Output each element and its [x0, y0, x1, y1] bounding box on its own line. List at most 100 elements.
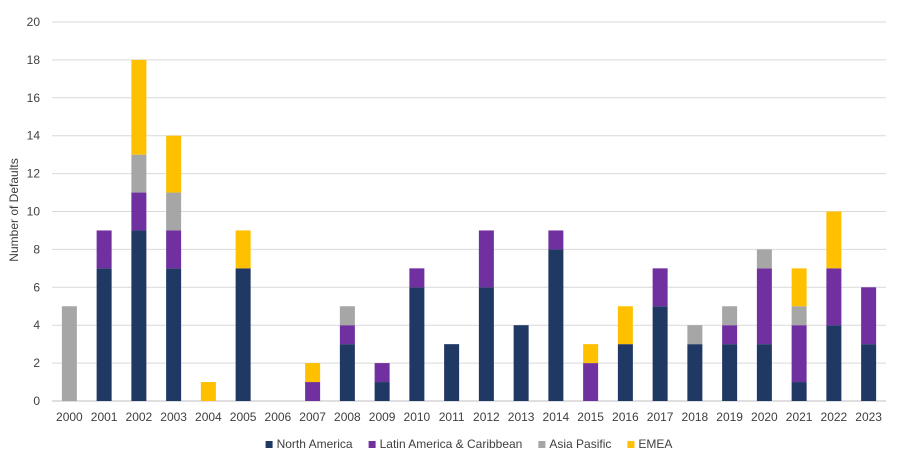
bar-segment-asia-pasific-2019	[722, 306, 738, 326]
bar-segment-north-america-2008	[339, 344, 355, 401]
bar-segment-north-america-2017	[652, 306, 668, 401]
bar-segment-latin-america-caribbean-2012	[478, 230, 494, 288]
x-tick-label: 2014	[543, 410, 570, 424]
legend-item: EMEA	[627, 437, 672, 451]
y-tick-label: 18	[27, 53, 41, 67]
legend-swatch	[368, 441, 376, 448]
legend-item: North America	[265, 437, 353, 451]
bar-segment-latin-america-caribbean-2009	[374, 363, 390, 383]
bar-segment-north-america-2011	[444, 344, 460, 401]
y-tick-label: 4	[33, 318, 40, 332]
legend-item: Latin America & Caribbean	[368, 437, 523, 451]
x-tick-label: 2013	[508, 410, 535, 424]
y-tick-label: 6	[33, 280, 40, 294]
bar-segment-north-america-2023	[861, 344, 877, 401]
x-tick-label: 2011	[439, 410, 465, 424]
bar-segment-latin-america-caribbean-2002	[131, 192, 147, 231]
bar-segment-emea-2022	[826, 211, 842, 269]
bar-segment-asia-pasific-2008	[339, 306, 355, 326]
bar-segment-emea-2004	[200, 382, 216, 401]
bar-segment-asia-pasific-2000	[61, 306, 77, 401]
legend-label: EMEA	[638, 437, 672, 451]
bar-segment-latin-america-caribbean-2020	[756, 268, 772, 345]
legend-swatch	[538, 441, 546, 448]
bar-segment-latin-america-caribbean-2014	[548, 230, 564, 250]
legend-label: North America	[277, 437, 353, 451]
legend: North America Latin America & Caribbean As…	[265, 437, 672, 451]
bars	[61, 59, 877, 401]
x-tick-label: 2010	[404, 410, 431, 424]
legend-swatch	[265, 441, 273, 448]
x-tick-label: 2020	[751, 410, 778, 424]
x-tick-label: 2003	[160, 410, 187, 424]
x-tick-label: 2008	[334, 410, 361, 424]
bar-segment-north-america-2022	[826, 325, 842, 401]
y-tick-label: 8	[33, 242, 40, 256]
bar-segment-north-america-2018	[687, 344, 703, 401]
y-tick-label: 0	[33, 394, 40, 408]
x-tick-label: 2006	[265, 410, 292, 424]
bar-segment-north-america-2002	[131, 230, 147, 401]
bar-segment-asia-pasific-2018	[687, 325, 703, 345]
bar-segment-asia-pasific-2002	[131, 154, 147, 193]
bar-segment-asia-pasific-2020	[756, 249, 772, 269]
gridlines	[52, 21, 886, 402]
y-tick-label: 20	[27, 15, 41, 29]
x-tick-label: 2007	[299, 410, 326, 424]
x-tick-label: 2016	[612, 410, 639, 424]
bar-segment-latin-america-caribbean-2010	[409, 268, 425, 288]
x-tick-label: 2001	[91, 410, 118, 424]
y-tick-label: 16	[27, 91, 41, 105]
x-tick-label: 2022	[821, 410, 848, 424]
y-tick-label: 2	[33, 356, 40, 370]
bar-segment-emea-2015	[583, 344, 599, 364]
x-tick-label: 2018	[682, 410, 709, 424]
bar-segment-latin-america-caribbean-2003	[166, 230, 182, 269]
x-tick-label: 2019	[716, 410, 743, 424]
bar-segment-latin-america-caribbean-2017	[652, 268, 668, 307]
bar-segment-latin-america-caribbean-2015	[583, 363, 599, 401]
bar-segment-emea-2016	[617, 306, 633, 345]
y-axis-title: Number of Defaults	[7, 158, 21, 261]
y-tick-labels: 0 2 4 6 8 10 12 14 16 18 20	[27, 15, 41, 408]
bar-segment-north-america-2019	[722, 344, 738, 401]
bar-segment-emea-2002	[131, 59, 147, 155]
y-tick-label: 14	[27, 129, 41, 143]
x-tick-label: 2015	[577, 410, 604, 424]
y-tick-label: 12	[27, 167, 41, 181]
x-tick-label: 2009	[369, 410, 396, 424]
bar-segment-north-america-2005	[235, 268, 251, 401]
legend-label: Asia Pasific	[549, 437, 611, 451]
bar-segment-latin-america-caribbean-2019	[722, 325, 738, 345]
bar-segment-asia-pasific-2021	[791, 306, 807, 326]
bar-segment-emea-2021	[791, 268, 807, 307]
bar-segment-north-america-2013	[513, 325, 529, 401]
x-tick-labels: 2000 2001 2002 2003 2004 2005 2006 2007 2008 2009…	[56, 410, 882, 424]
x-tick-label: 2004	[195, 410, 222, 424]
bar-segment-north-america-2014	[548, 249, 564, 401]
legend-label: Latin America & Caribbean	[380, 437, 523, 451]
bar-segment-asia-pasific-2003	[166, 192, 182, 231]
bar-segment-north-america-2001	[96, 268, 112, 401]
bar-segment-latin-america-caribbean-2022	[826, 268, 842, 326]
bar-segment-emea-2003	[166, 135, 182, 193]
bar-segment-north-america-2020	[756, 344, 772, 401]
bar-segment-north-america-2003	[166, 268, 182, 401]
bar-segment-emea-2007	[305, 363, 321, 383]
x-tick-label: 2017	[647, 410, 674, 424]
legend-item: Asia Pasific	[538, 437, 611, 451]
bar-segment-north-america-2021	[791, 382, 807, 401]
bar-segment-latin-america-caribbean-2021	[791, 325, 807, 383]
x-tick-label: 2012	[473, 410, 500, 424]
x-tick-label: 2005	[230, 410, 257, 424]
x-tick-label: 2000	[56, 410, 83, 424]
bar-segment-north-america-2012	[478, 287, 494, 401]
x-tick-label: 2021	[786, 410, 813, 424]
bar-segment-north-america-2009	[374, 382, 390, 401]
bar-segment-north-america-2016	[617, 344, 633, 401]
x-tick-label: 2023	[855, 410, 882, 424]
x-tick-label: 2002	[126, 410, 153, 424]
bar-segment-latin-america-caribbean-2001	[96, 230, 112, 269]
